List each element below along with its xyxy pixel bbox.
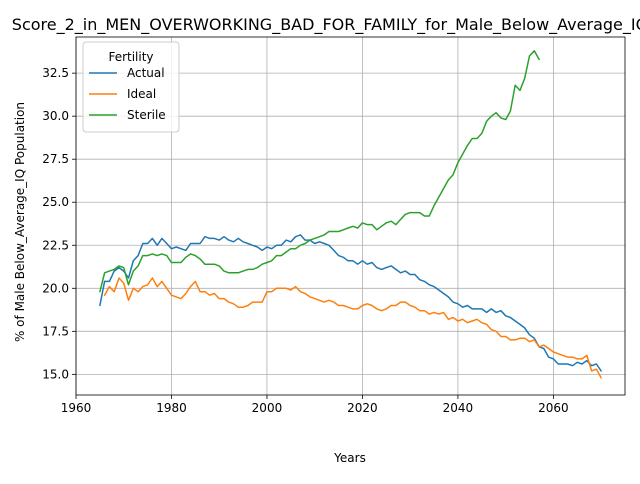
legend-title: Fertility (108, 50, 153, 64)
legend-label-ideal: Ideal (127, 87, 156, 101)
x-tick-label: 2060 (538, 401, 569, 415)
y-tick-label: 25.0 (42, 195, 69, 209)
x-axis-label: Years (333, 451, 366, 465)
legend-label-sterile: Sterile (127, 108, 166, 122)
x-tick-label: 1960 (61, 401, 92, 415)
x-tick-label: 2040 (443, 401, 474, 415)
y-tick-label: 17.5 (42, 324, 69, 338)
x-tick-label: 2000 (252, 401, 283, 415)
y-tick-label: 32.5 (42, 66, 69, 80)
legend: Fertility Actual Ideal Sterile (83, 42, 179, 132)
chart-title: Score_2_in_MEN_OVERWORKING_BAD_FOR_FAMIL… (12, 15, 640, 35)
x-tick-label: 1980 (156, 401, 187, 415)
legend-label-actual: Actual (127, 66, 165, 80)
y-axis-label: % of Male Below_Average_IQ Population (13, 102, 27, 342)
y-tick-label: 15.0 (42, 367, 69, 381)
y-tick-label: 27.5 (42, 152, 69, 166)
x-tick-label: 2020 (347, 401, 378, 415)
y-tick-label: 30.0 (42, 109, 69, 123)
y-tick-label: 20.0 (42, 281, 69, 295)
y-tick-label: 22.5 (42, 238, 69, 252)
